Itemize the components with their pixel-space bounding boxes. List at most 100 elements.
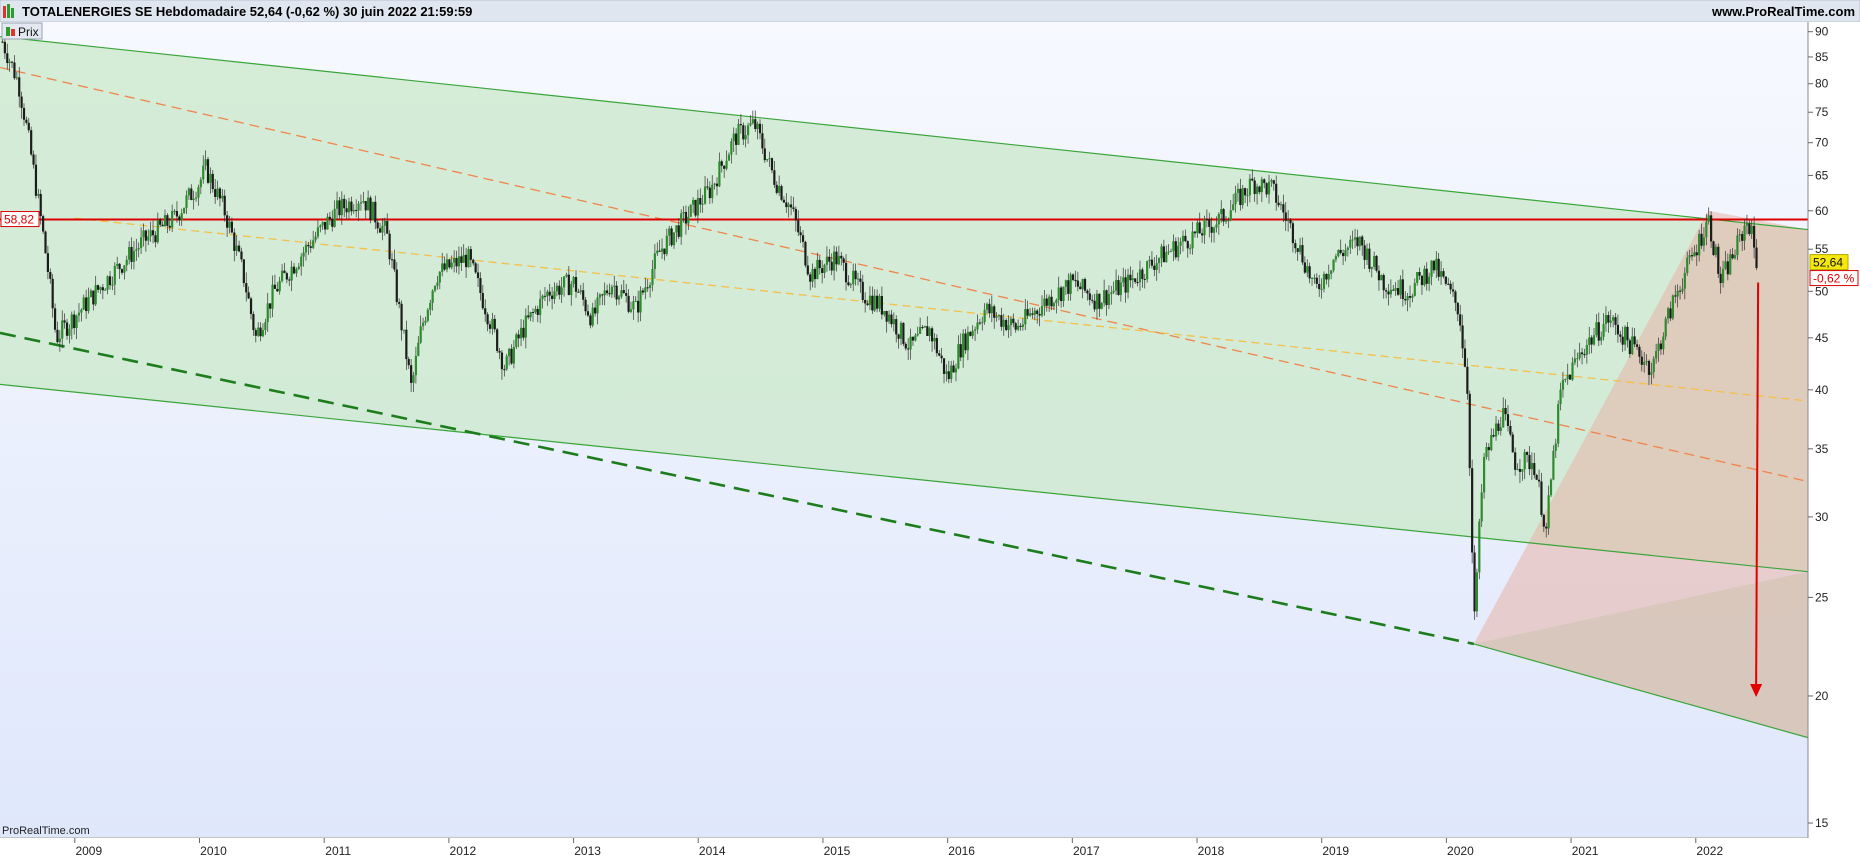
candle — [1370, 266, 1373, 278]
candle-body — [1169, 250, 1173, 252]
candle-body — [1153, 265, 1156, 270]
candle — [1217, 212, 1220, 235]
candle-body — [139, 237, 143, 248]
candle-body — [756, 123, 759, 130]
candle-body — [1530, 463, 1533, 470]
candle — [1055, 298, 1058, 314]
candle-body — [663, 248, 666, 255]
candle — [245, 272, 248, 302]
candle — [1258, 185, 1261, 195]
candle-body — [973, 329, 977, 331]
candle — [362, 191, 365, 204]
candle-body — [634, 300, 637, 302]
candle — [1021, 318, 1024, 331]
candle — [237, 240, 241, 253]
candle — [930, 326, 934, 352]
candle-body — [1404, 299, 1407, 301]
candle — [1344, 243, 1347, 262]
candle-body — [1253, 180, 1256, 195]
candle-body — [1461, 325, 1464, 349]
candle-body — [173, 210, 176, 212]
candle-body — [503, 369, 506, 371]
candle — [474, 261, 477, 274]
candle — [1332, 259, 1335, 273]
candle-body — [144, 230, 147, 241]
candle-body — [1356, 237, 1359, 247]
candle-body — [441, 263, 444, 272]
candle — [25, 116, 28, 125]
candle-body — [876, 295, 879, 309]
candle — [1614, 313, 1617, 336]
candle-body — [696, 197, 699, 216]
candle-body — [919, 327, 922, 334]
candle — [861, 274, 864, 303]
candle — [794, 206, 797, 232]
candle — [727, 152, 731, 161]
candle — [350, 196, 353, 216]
legend-prix[interactable]: Prix — [1, 22, 43, 40]
candle — [801, 229, 805, 248]
candle — [515, 332, 518, 350]
candle — [1232, 194, 1235, 211]
candle — [92, 290, 95, 311]
candle — [641, 287, 645, 295]
candle — [137, 242, 140, 258]
candle-body — [283, 270, 286, 274]
candle — [813, 266, 817, 288]
candle — [187, 187, 190, 200]
candle — [1110, 285, 1113, 305]
candle — [878, 293, 881, 312]
candle — [438, 271, 441, 290]
candle — [1595, 314, 1598, 338]
resistance-badge: 58,82 — [0, 211, 40, 228]
candle-body — [1339, 249, 1342, 253]
candle — [1291, 221, 1295, 253]
candle-body — [1600, 336, 1603, 341]
candle — [739, 114, 743, 134]
candle-body — [290, 266, 293, 281]
candle — [302, 246, 305, 267]
candle — [1698, 230, 1701, 262]
candle-body — [151, 230, 155, 236]
candle — [476, 263, 480, 288]
candle — [1633, 328, 1636, 348]
candle-body — [1193, 231, 1197, 234]
candle — [20, 91, 23, 119]
candle — [962, 329, 965, 368]
candle — [82, 294, 85, 310]
candle-body — [1494, 423, 1498, 437]
candle — [692, 197, 695, 214]
candle-body — [1017, 325, 1020, 330]
candle — [1201, 228, 1204, 243]
candle — [65, 318, 69, 340]
candle — [1005, 318, 1008, 332]
candle-body — [118, 263, 121, 270]
candle — [359, 194, 363, 211]
candle-body — [1750, 225, 1753, 234]
candle — [1064, 279, 1067, 295]
candle — [1095, 289, 1099, 320]
candle-body — [1576, 358, 1579, 360]
candle-body — [732, 133, 735, 142]
candle-body — [1585, 345, 1588, 355]
candle — [338, 197, 341, 220]
candle-body — [739, 124, 743, 126]
candle-body — [398, 302, 401, 304]
candle-body — [65, 322, 69, 336]
candle-body — [1263, 179, 1266, 184]
candle — [1707, 207, 1710, 225]
candle — [159, 217, 162, 227]
candle — [864, 292, 867, 313]
candle-body — [443, 263, 446, 270]
y-tick-label: 85 — [1815, 50, 1829, 64]
candle — [548, 283, 551, 302]
candle-body — [1069, 274, 1072, 294]
candle-body — [1652, 358, 1655, 373]
candle — [890, 309, 893, 328]
candle — [147, 229, 150, 246]
candle — [835, 246, 838, 272]
candle — [1346, 246, 1349, 257]
x-tick-label: 2009 — [75, 844, 102, 858]
candle — [921, 325, 924, 330]
candle-body — [484, 308, 487, 315]
